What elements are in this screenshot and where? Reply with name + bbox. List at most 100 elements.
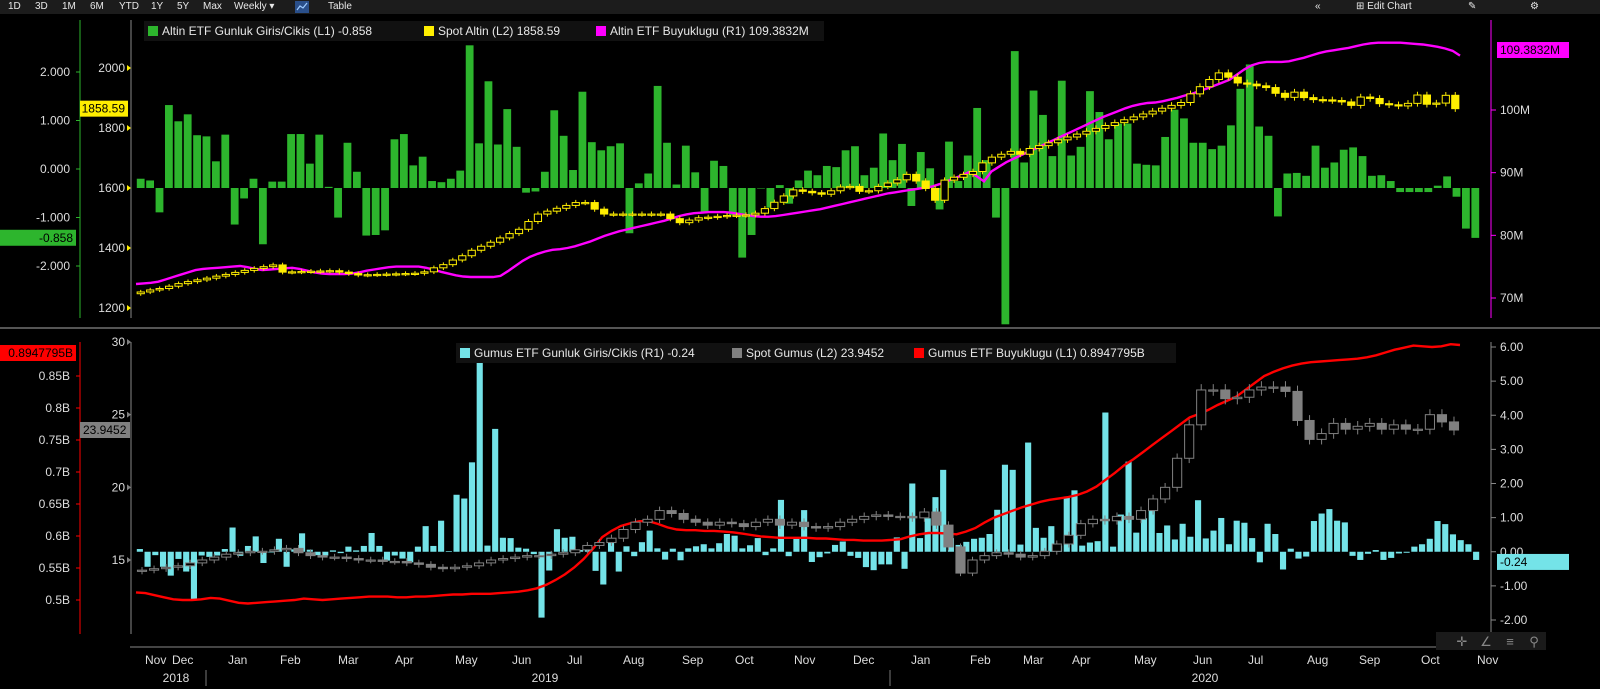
candle-body [467, 249, 476, 257]
flow-bar [371, 188, 380, 235]
list-icon[interactable]: ≡ [1506, 634, 1514, 649]
r1-tick-label: 70M [1500, 291, 1523, 305]
gear-icon[interactable]: ⚙ [1530, 1, 1539, 12]
candle-body [1027, 555, 1038, 558]
crosshair-icon[interactable]: ✛ [1457, 634, 1468, 649]
period-button-1y[interactable]: 1Y [151, 1, 164, 12]
candle-body [997, 153, 1006, 158]
flow-bar [924, 518, 931, 552]
x-month-label: Apr [1072, 653, 1091, 667]
r1-tick-label: 3.00 [1500, 442, 1524, 456]
flow-bar [973, 107, 982, 188]
candle-body [1375, 97, 1384, 105]
flow-bar [152, 551, 159, 556]
candle-body [1233, 76, 1242, 84]
flow-bar [1151, 165, 1160, 188]
period-button-1d[interactable]: 1D [8, 1, 21, 12]
x-month-label: Jun [512, 653, 531, 667]
toolbar: 1D 3D 1M 6M YTD 1Y 5Y Max Weekly ▾ Table… [0, 0, 1600, 14]
edit-chart-button[interactable]: ⊞ Edit Chart [1356, 0, 1412, 14]
candle-body [439, 264, 448, 269]
draw-line-icon[interactable]: ∠ [1480, 634, 1492, 649]
period-button-ytd[interactable]: YTD [119, 1, 139, 12]
l2-tick-label: 1200 [98, 301, 125, 315]
flow-bar [940, 469, 947, 552]
candle-body [382, 273, 391, 276]
candle-body [1135, 510, 1147, 520]
flow-bar [538, 551, 545, 618]
flow-bar [1462, 188, 1470, 229]
flow-bar [777, 499, 785, 552]
flow-bar [794, 180, 803, 188]
candle-body [329, 556, 340, 559]
legend-box [144, 21, 824, 41]
flow-bar [468, 462, 476, 552]
flow-bar [785, 551, 792, 557]
pencil-icon[interactable]: ✎ [1468, 1, 1477, 12]
x-month-label: Mar [1023, 653, 1044, 667]
flow-bar [625, 188, 634, 234]
flow-bar [1117, 514, 1124, 552]
flow-bar [808, 551, 815, 562]
flow-bar [315, 134, 324, 188]
flow-bar [681, 145, 690, 188]
period-button-6m[interactable]: 6M [90, 1, 104, 12]
period-button-5y[interactable]: 5Y [177, 1, 190, 12]
flow-bar [978, 537, 985, 552]
candle-body [269, 549, 280, 552]
x-month-label: May [455, 653, 478, 667]
flow-bar [1326, 509, 1333, 552]
flow-bar [240, 188, 248, 199]
l1-tick-label: 2.000 [40, 65, 70, 79]
double-chevron-left-icon[interactable]: « [1315, 1, 1321, 12]
period-button-3d[interactable]: 3D [35, 1, 48, 12]
candle-body [209, 556, 220, 561]
candle-body [391, 273, 401, 276]
table-button[interactable]: Table [328, 1, 352, 12]
flow-bar [314, 551, 321, 556]
flow-bar [136, 178, 145, 188]
candle-body [642, 518, 653, 523]
x-month-label: Aug [623, 653, 644, 667]
flow-bar [646, 530, 653, 552]
flow-bar [376, 545, 383, 552]
period-button-1m[interactable]: 1M [62, 1, 76, 12]
period-button-max[interactable]: Max [203, 1, 222, 12]
flow-bar [839, 541, 846, 552]
line-chart-icon[interactable] [295, 1, 309, 13]
candle-body [498, 558, 509, 561]
l1-tick-label: 0.5B [45, 593, 70, 607]
flow-bar [1225, 544, 1233, 552]
flow-bar [1217, 145, 1226, 188]
candle-body [1384, 103, 1394, 106]
flow-bar [1104, 139, 1113, 188]
zoom-icon[interactable]: ⚲ [1529, 634, 1539, 649]
candle-body [713, 215, 722, 219]
flow-bar [391, 551, 398, 556]
flow-bar [1256, 551, 1263, 563]
candle-body [940, 179, 949, 201]
l1-tick-label: 0.65B [39, 497, 70, 511]
flow-bar [1227, 125, 1235, 188]
flow-bar [1067, 155, 1076, 188]
legend-swatch [732, 348, 742, 358]
flow-bar [446, 178, 455, 188]
candle-body [1063, 136, 1072, 141]
flow-bar [206, 551, 213, 557]
candle-body [1087, 518, 1098, 525]
flow-bar [886, 551, 893, 565]
candle-body [449, 566, 461, 570]
flow-bar [1001, 188, 1010, 325]
edit-chart-label: Edit Chart [1367, 1, 1412, 12]
x-month-label: Dec [172, 653, 193, 667]
candle-body [883, 514, 894, 517]
flow-bar [1048, 156, 1057, 188]
candle-body [1184, 424, 1195, 459]
candle-body [702, 521, 713, 526]
flow-bar [1442, 524, 1449, 552]
candle-body [798, 189, 807, 192]
frequency-dropdown[interactable]: Weekly ▾ [234, 0, 274, 14]
flow-bar [738, 188, 747, 258]
candle-body [760, 208, 769, 214]
candle-body [1436, 414, 1448, 423]
